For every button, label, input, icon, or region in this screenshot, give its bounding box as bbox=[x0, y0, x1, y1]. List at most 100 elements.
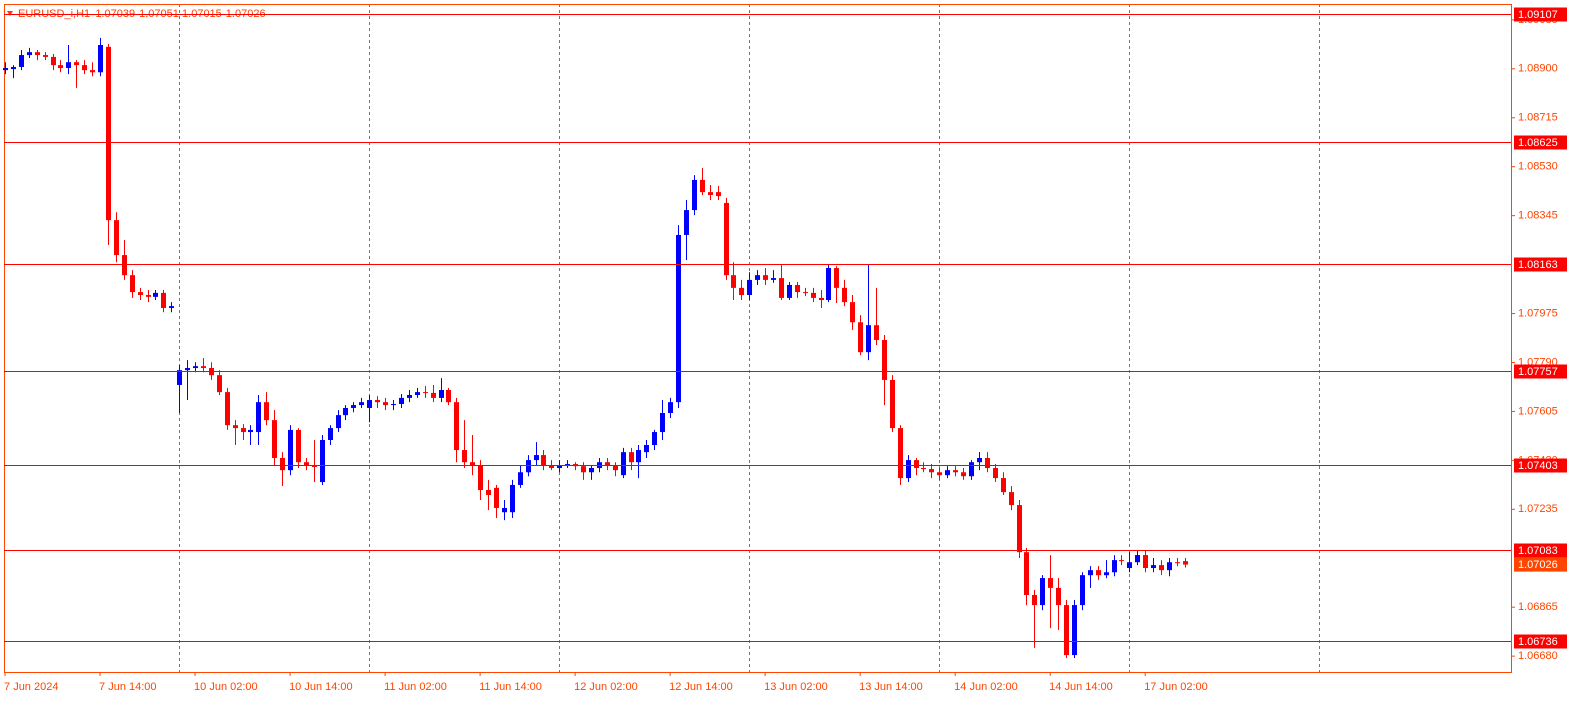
candle-body bbox=[993, 468, 998, 479]
candle-body bbox=[565, 464, 570, 466]
candle-body bbox=[391, 404, 396, 406]
candle-body bbox=[541, 455, 546, 466]
candle-body bbox=[3, 68, 8, 71]
candle-body bbox=[518, 472, 523, 485]
candle-body bbox=[589, 468, 594, 473]
candle-body bbox=[43, 55, 48, 57]
candle-body bbox=[486, 489, 491, 496]
candle-body bbox=[1127, 562, 1132, 569]
candle-body bbox=[826, 268, 831, 301]
candle-body bbox=[1151, 565, 1156, 569]
candle-body bbox=[225, 392, 230, 426]
level-label: 1.07757 bbox=[1518, 366, 1558, 378]
x-tick-label: 12 Jun 02:00 bbox=[574, 681, 638, 693]
candle-body bbox=[58, 65, 63, 69]
candle-body bbox=[51, 56, 56, 66]
x-tick-label: 7 Jun 2024 bbox=[4, 681, 58, 693]
candle-body bbox=[629, 452, 634, 463]
candle-body bbox=[858, 322, 863, 353]
candle-body bbox=[66, 62, 71, 69]
x-tick-label: 11 Jun 14:00 bbox=[479, 681, 542, 693]
candle-body bbox=[882, 339, 887, 380]
level-label: 1.06736 bbox=[1518, 636, 1558, 648]
candle-body bbox=[161, 292, 166, 308]
candle-body bbox=[431, 392, 436, 398]
candle-body bbox=[138, 292, 143, 296]
candle-body bbox=[1032, 595, 1037, 606]
level-label-box bbox=[1514, 257, 1567, 272]
candle-body bbox=[1056, 587, 1061, 606]
candle-body bbox=[779, 278, 784, 298]
candle-body bbox=[834, 268, 839, 288]
candle-body bbox=[636, 450, 641, 463]
level-label-box bbox=[1514, 135, 1567, 150]
candle-body bbox=[494, 487, 499, 508]
price-label: 1.07026 bbox=[1518, 559, 1558, 571]
candle-body bbox=[336, 415, 341, 429]
y-tick-label: 1.08715 bbox=[1518, 112, 1558, 124]
candle-body bbox=[122, 255, 127, 276]
candle-body bbox=[969, 462, 974, 477]
level-label-box bbox=[1514, 364, 1567, 379]
y-tick-label: 1.07605 bbox=[1518, 405, 1558, 417]
candle-body bbox=[35, 52, 40, 56]
candle-body bbox=[462, 450, 467, 463]
x-tick-label: 13 Jun 14:00 bbox=[859, 681, 923, 693]
candle-body bbox=[898, 428, 903, 479]
candle-body bbox=[1183, 561, 1188, 565]
candle-body bbox=[114, 220, 119, 256]
level-label: 1.07083 bbox=[1518, 545, 1558, 557]
candle-body bbox=[787, 284, 792, 298]
candle-body bbox=[312, 465, 317, 467]
candle-body bbox=[1175, 562, 1180, 564]
candle-body bbox=[803, 292, 808, 294]
candle-body bbox=[842, 287, 847, 303]
candle-body bbox=[652, 432, 657, 446]
candle-body bbox=[27, 52, 32, 56]
candle-body bbox=[439, 389, 444, 398]
candle-body bbox=[724, 202, 729, 276]
candle-body bbox=[351, 405, 356, 408]
level-label: 1.08625 bbox=[1518, 137, 1558, 149]
candle-body bbox=[1040, 578, 1045, 606]
candle-body bbox=[747, 279, 752, 296]
candle-body bbox=[233, 425, 238, 429]
candle-body bbox=[415, 392, 420, 396]
candle-body bbox=[534, 455, 539, 461]
candle-body bbox=[1064, 605, 1069, 656]
candle-body bbox=[74, 62, 79, 66]
x-tick-label: 14 Jun 14:00 bbox=[1049, 681, 1113, 693]
plot-frame bbox=[4, 4, 1512, 673]
candle-body bbox=[169, 306, 174, 308]
candle-body bbox=[1135, 555, 1140, 563]
candle-body bbox=[961, 472, 966, 477]
candle-body bbox=[660, 413, 665, 433]
level-label: 1.07403 bbox=[1518, 460, 1558, 472]
candle-body bbox=[684, 210, 689, 235]
candle-body bbox=[1112, 560, 1117, 573]
candle-body bbox=[241, 428, 246, 433]
candle-body bbox=[185, 368, 190, 371]
candle-body bbox=[82, 65, 87, 71]
candle-body bbox=[248, 429, 253, 433]
candle-body bbox=[731, 275, 736, 288]
candle-body bbox=[19, 55, 24, 67]
y-tick-label: 1.08530 bbox=[1518, 161, 1558, 173]
candle-body bbox=[288, 429, 293, 471]
candle-body bbox=[1119, 560, 1124, 562]
candle-body bbox=[1096, 570, 1101, 576]
candle-body bbox=[367, 400, 372, 408]
candle-body bbox=[446, 389, 451, 403]
candle-body bbox=[708, 192, 713, 196]
level-label-box bbox=[1514, 7, 1567, 22]
candle-body bbox=[921, 468, 926, 470]
candle-body bbox=[296, 429, 301, 463]
candle-body bbox=[906, 460, 911, 479]
candle-body bbox=[153, 292, 158, 297]
candle-body bbox=[716, 192, 721, 197]
candle-body bbox=[256, 402, 261, 433]
candle-body bbox=[383, 402, 388, 406]
candle-body bbox=[1048, 578, 1053, 588]
level-label-box bbox=[1514, 458, 1567, 473]
